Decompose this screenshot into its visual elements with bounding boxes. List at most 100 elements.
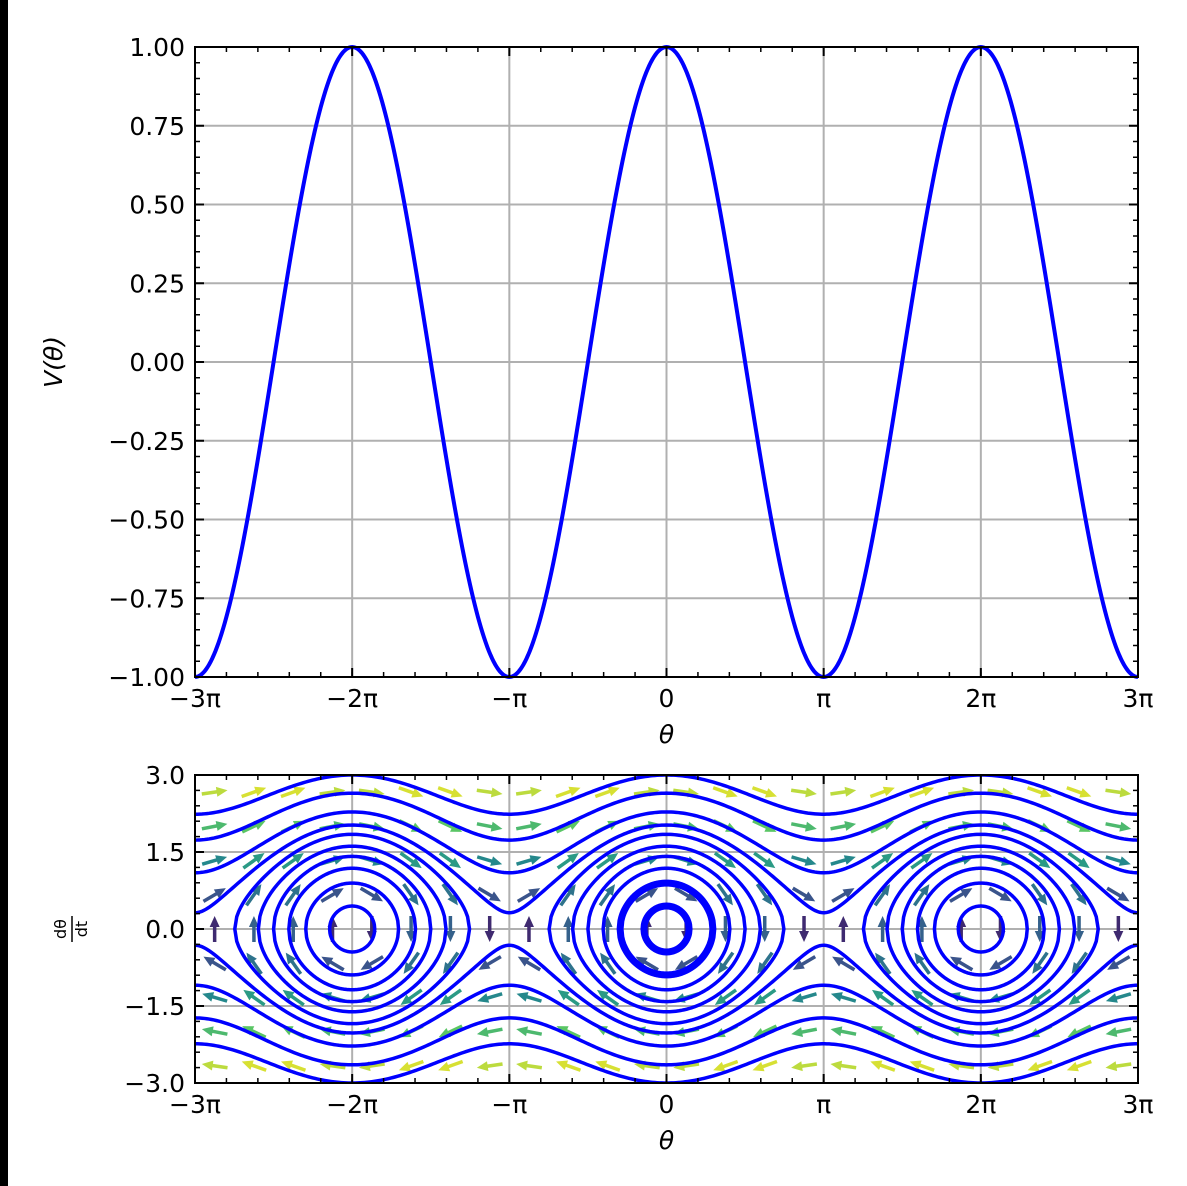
bottom-xtick-label: π — [816, 1090, 831, 1119]
closed-orbit — [547, 832, 786, 1026]
open-orbit — [195, 983, 1138, 1048]
bottom-ylabel: dθ dt — [51, 916, 91, 942]
bottom-xtick-label: 2π — [965, 1090, 996, 1119]
flow-arrow-head — [517, 956, 530, 967]
flow-arrow-head — [490, 821, 503, 832]
top-ytick-label: 0.00 — [129, 348, 185, 377]
top-ylabel: V(θ) — [39, 336, 68, 388]
flow-arrow-head — [202, 992, 215, 1002]
top-xtick-label: −2π — [326, 684, 378, 713]
top-xtick-label: π — [816, 684, 831, 713]
flow-arrow-head — [438, 1061, 451, 1072]
flow-arrow-head — [282, 989, 295, 1001]
flow-arrow-head — [565, 884, 576, 897]
flow-arrow-head — [1105, 1061, 1118, 1072]
bottom-ytick-label: −3.0 — [124, 1069, 185, 1098]
flow-arrow-head — [803, 891, 816, 902]
open-orbit — [195, 943, 1138, 1035]
flow-arrow-head — [595, 1060, 608, 1070]
bottom-ytick-label: 1.5 — [145, 838, 185, 867]
flow-arrow-head — [1118, 856, 1131, 866]
open-orbit — [195, 791, 1138, 842]
flow-arrow-head — [215, 855, 228, 865]
flow-arrow-head — [717, 961, 729, 974]
top-xtick-label: 2π — [965, 684, 996, 713]
flow-arrow-head — [201, 1026, 214, 1037]
flow-arrow-head — [872, 989, 884, 1001]
flow-arrow-head — [331, 888, 344, 899]
flow-arrow-head — [674, 959, 687, 970]
top-ytick-label: −0.50 — [108, 506, 185, 535]
top-xtick-label: 0 — [659, 684, 675, 713]
flow-arrow-head — [241, 1060, 254, 1070]
flow-arrow-head — [879, 884, 891, 897]
flow-arrow-head — [791, 1027, 804, 1037]
flow-arrow-head — [754, 994, 766, 1005]
flow-arrow-head — [606, 853, 619, 864]
bottom-xtick-label: −π — [491, 1090, 527, 1119]
top-xtick-label: −3π — [169, 684, 221, 713]
flow-arrow-head — [1119, 821, 1132, 832]
closed-orbit — [570, 844, 763, 1014]
closed-orbit — [616, 879, 717, 979]
flow-arrow-head — [600, 952, 611, 965]
flow-arrow-head — [400, 994, 413, 1005]
flow-arrow-head — [1039, 788, 1053, 798]
top-ytick-label: −0.25 — [108, 427, 185, 456]
top-ytick-label: 0.50 — [129, 191, 185, 220]
flow-arrow-head — [843, 855, 856, 865]
flow-arrow-head — [209, 916, 220, 927]
flow-arrow-head — [556, 1060, 569, 1070]
flow-arrow-head — [201, 1060, 214, 1071]
closed-orbit — [304, 881, 401, 977]
flow-arrow-head — [881, 853, 894, 864]
flow-arrow-head — [411, 788, 424, 798]
flow-arrow-head — [1029, 994, 1042, 1005]
flow-arrow-head — [408, 893, 419, 906]
left-dark-edge — [0, 0, 8, 1186]
flow-arrow-head — [604, 884, 616, 897]
flow-arrow-head — [529, 855, 542, 865]
flow-arrow-head — [596, 989, 609, 1001]
flow-arrow-head — [215, 786, 228, 797]
flow-arrow-head — [449, 857, 461, 869]
flow-arrow-head — [1119, 787, 1132, 798]
potential-plot: −3π −2π −π 0 π 2π 3π 1.00 0.75 0.50 0.25 0.00 −0.25 −… — [39, 33, 1153, 749]
flow-arrow-head — [1066, 1061, 1079, 1072]
flow-arrow-head — [830, 992, 843, 1002]
flow-arrow-head — [557, 989, 570, 1001]
flow-arrow-head — [248, 916, 259, 927]
flow-arrow-head — [403, 961, 415, 974]
flow-arrow-head — [409, 857, 422, 869]
phase-portrait-plot: −3π −2π −π 0 π 2π 3π 3.0 1.5 0.0 −1.5 −3.0 θ dθ dt — [51, 761, 1153, 1155]
flow-arrow-head — [445, 931, 456, 942]
flow-arrow-head — [844, 786, 857, 797]
bottom-xtick-label: 3π — [1123, 1090, 1154, 1119]
flow-arrow-head — [724, 857, 737, 869]
flow-arrow-head — [882, 786, 895, 797]
flow-arrow-head — [442, 961, 454, 974]
flow-arrow-head — [911, 989, 924, 1001]
flow-arrow-head — [523, 916, 534, 927]
flow-arrow-head — [1038, 857, 1051, 869]
flow-arrow-head — [909, 1060, 922, 1070]
flow-arrow-head — [607, 786, 620, 797]
flow-arrow-head — [1071, 961, 1083, 974]
flow-arrow-head — [838, 916, 849, 927]
closed-orbit — [640, 902, 693, 956]
flow-arrow-head — [563, 916, 574, 927]
flow-arrow-head — [252, 853, 265, 864]
flow-arrow-head — [722, 893, 733, 906]
flow-arrow-head — [293, 786, 306, 797]
flow-arrow-head — [830, 1026, 843, 1037]
closed-orbit — [287, 866, 418, 992]
flow-arrow-head — [1036, 893, 1048, 906]
flow-arrow-head — [713, 1061, 726, 1072]
flow-arrow-head — [530, 786, 542, 797]
top-ytick-label: −1.00 — [108, 663, 185, 692]
flow-arrow-head — [1105, 993, 1118, 1003]
flow-arrow-head — [516, 1026, 528, 1037]
flow-arrow-head — [1032, 961, 1043, 974]
flow-arrow-head — [960, 888, 973, 899]
